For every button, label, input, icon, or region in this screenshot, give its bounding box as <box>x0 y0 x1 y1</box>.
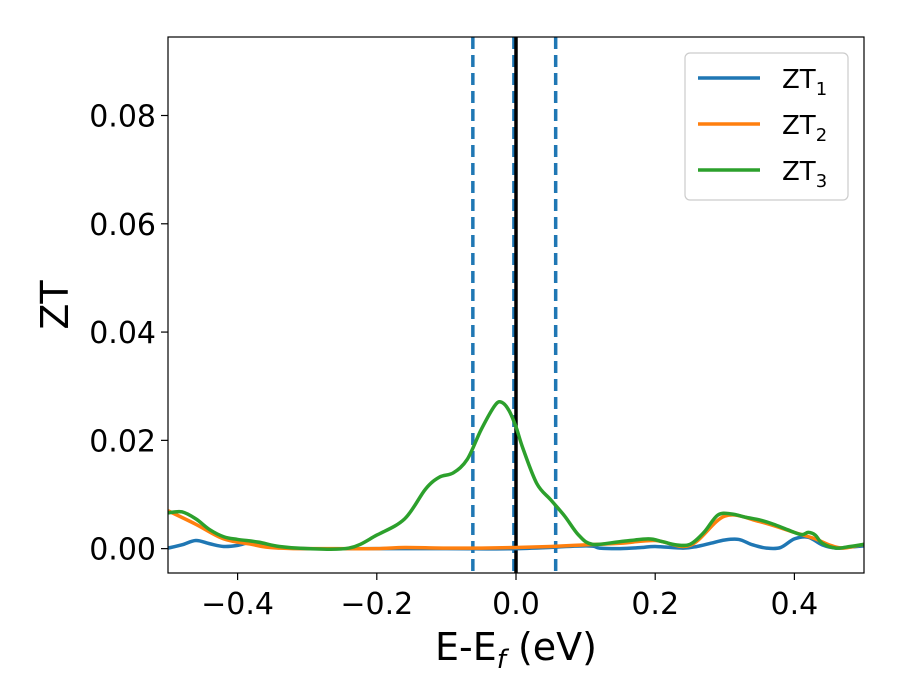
legend-label-zt2: ZT2 <box>782 111 827 146</box>
x-tick-label: 0.2 <box>631 587 679 622</box>
legend-label-zt3: ZT3 <box>782 157 827 192</box>
legend-box <box>684 52 849 201</box>
y-tick-label: 0.08 <box>89 100 156 135</box>
series-layer <box>168 399 864 552</box>
series-line-zt3 <box>168 399 864 552</box>
legend-label-zt1: ZT1 <box>782 65 827 100</box>
legend-label-zt1-subscript: 1 <box>816 79 827 100</box>
y-axis-title: ZT <box>33 280 77 330</box>
x-tick-label: −0.4 <box>201 587 274 622</box>
x-axis-title-main: E-E <box>435 625 497 669</box>
legend-label-zt2-subscript: 2 <box>816 125 827 146</box>
legend: ZT1 ZT2 ZT3 <box>684 52 849 201</box>
x-axis-title-unit: (eV) <box>506 625 597 669</box>
series-line-zt1 <box>168 535 864 551</box>
x-tick-label: 0.0 <box>492 587 540 622</box>
legend-label-zt3-main: ZT <box>782 157 816 187</box>
reference-lines <box>471 37 558 573</box>
x-tick-label: 0.4 <box>771 587 819 622</box>
y-axis: 0.00 0.02 0.04 0.06 0.08 <box>89 100 168 568</box>
y-tick-label: 0.02 <box>89 424 156 459</box>
x-axis: −0.4 −0.2 0.0 0.2 0.4 <box>201 573 818 622</box>
x-tick-label: −0.2 <box>340 587 413 622</box>
legend-label-zt1-main: ZT <box>782 65 816 95</box>
legend-label-zt3-subscript: 3 <box>816 171 827 192</box>
y-tick-label: 0.00 <box>89 533 156 568</box>
legend-label-zt2-main: ZT <box>782 111 816 141</box>
y-tick-label: 0.06 <box>89 208 156 243</box>
x-axis-title: E-Ef (eV) <box>435 625 597 675</box>
y-tick-label: 0.04 <box>89 316 156 351</box>
